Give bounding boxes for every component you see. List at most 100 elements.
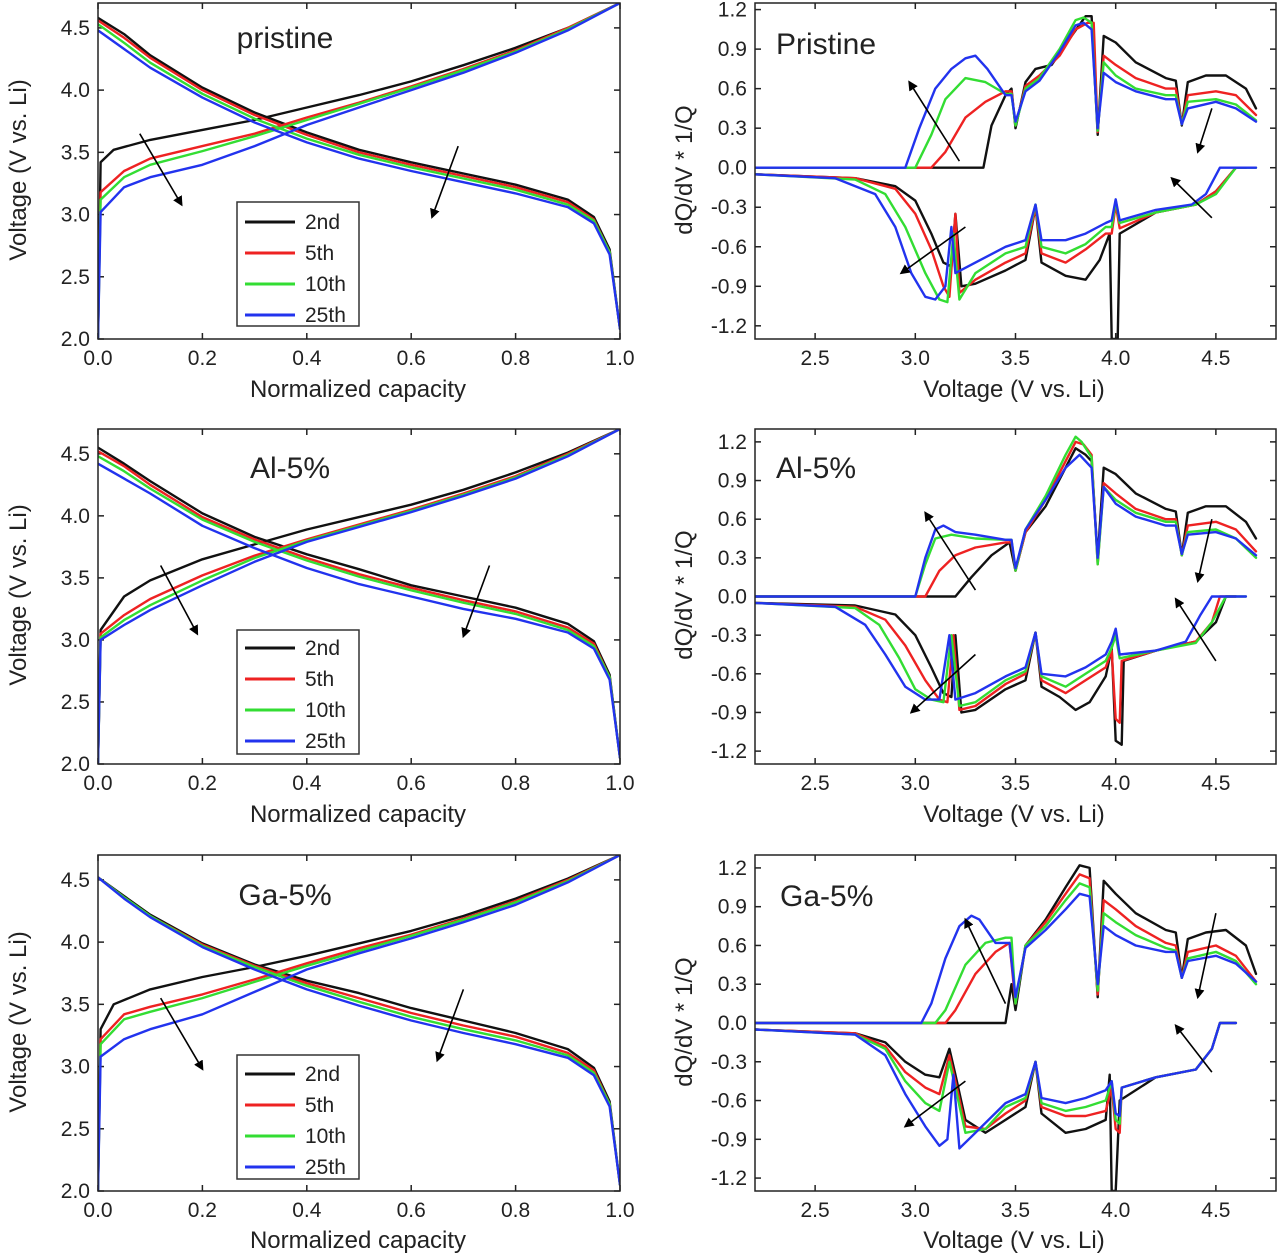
y-tick-label: 0.3 <box>718 117 747 140</box>
x-tick-label: 0.8 <box>501 772 530 795</box>
series-line-2nd-discharge <box>755 1021 1238 1191</box>
trend-arrow <box>899 226 966 275</box>
x-tick-label: 0.4 <box>292 1199 322 1222</box>
trend-arrows <box>159 989 465 1071</box>
y-tick-label: -0.6 <box>711 1090 747 1113</box>
x-tick-label: 0.2 <box>188 347 217 370</box>
x-tick-label: 0.6 <box>397 347 426 370</box>
y-tick-label: -0.9 <box>711 701 747 724</box>
x-tick-label: 4.0 <box>1101 772 1130 795</box>
y-tick-label: -1.2 <box>711 740 747 763</box>
y-tick-label: 3.5 <box>61 567 90 590</box>
series-line-10th-discharge <box>755 595 1248 708</box>
x-tick-label: 1.0 <box>605 1199 634 1222</box>
x-tick-label: 0.6 <box>397 772 426 795</box>
legend: 2nd 5th 10th 25th <box>236 1054 360 1180</box>
panel-title: Al-5% <box>776 452 856 485</box>
y-axis-label: Voltage (V vs. Li) <box>5 79 32 260</box>
series-line-25th-charge <box>755 21 1258 169</box>
series-line-25th-charge <box>98 855 620 1191</box>
series-line-25th-discharge <box>755 595 1248 701</box>
y-axis-label: Voltage (V vs. Li) <box>5 504 32 685</box>
series-lines <box>755 15 1258 339</box>
panel-title: Ga-5% <box>238 879 331 912</box>
plot-frame <box>754 854 1277 1192</box>
y-tick-label: 0.3 <box>718 547 747 570</box>
y-tick-label: 4.0 <box>61 505 90 528</box>
x-tick-label: 4.0 <box>1101 1199 1130 1222</box>
series-line-2nd-charge <box>98 3 620 339</box>
legend: 2nd 5th 10th 25th <box>236 201 360 327</box>
x-tick-label: 4.5 <box>1201 772 1230 795</box>
x-axis-label: Voltage (V vs. Li) <box>923 801 1104 828</box>
y-tick-label: -0.3 <box>711 624 747 647</box>
x-tick-label: 0.2 <box>188 1199 217 1222</box>
panel-title: pristine <box>237 22 334 55</box>
series-line-10th-discharge <box>98 23 620 331</box>
y-tick-label: 1.2 <box>718 857 747 880</box>
trend-arrows <box>909 511 1217 714</box>
axis-ticks: 0.0 0.2 0.4 0.6 0.8 1.0 2.0 2.5 3.0 3.5 4.0 4.5 <box>61 429 635 795</box>
legend-entry-5th: 5th <box>305 1094 334 1117</box>
series-line-5th-discharge <box>755 166 1248 298</box>
legend-entry-5th: 5th <box>305 668 334 691</box>
x-axis-label: Voltage (V vs. Li) <box>923 1227 1104 1254</box>
series-line-2nd-discharge <box>98 16 620 331</box>
trend-arrows <box>159 565 491 639</box>
series-line-25th-charge <box>755 453 1258 598</box>
plot-frame <box>754 2 1277 340</box>
y-tick-label: 4.5 <box>61 869 90 892</box>
y-tick-label: -1.2 <box>711 1167 747 1190</box>
trend-arrow <box>159 565 199 636</box>
x-tick-label: 0.8 <box>501 1199 530 1222</box>
trend-arrow <box>461 565 491 639</box>
trend-arrow <box>1194 912 1217 1000</box>
x-tick-label: 0.6 <box>397 1199 426 1222</box>
series-line-2nd-discharge <box>98 446 620 759</box>
x-tick-label: 0.8 <box>501 347 530 370</box>
y-axis-label: dQ/dV * 1/Q <box>671 105 698 234</box>
x-axis-label: Normalized capacity <box>250 376 466 403</box>
x-axis-label: Voltage (V vs. Li) <box>923 376 1104 403</box>
panel-al-dqdv: Al-5% Voltage (V vs. Li) dQ/dV * 1/Q 2.5… <box>671 428 1277 828</box>
series-line-25th-discharge <box>755 166 1258 301</box>
plot-frame <box>97 854 621 1192</box>
x-tick-label: 3.5 <box>1001 347 1030 370</box>
legend-entry-25th: 25th <box>305 1156 346 1179</box>
y-tick-label: 0.6 <box>718 934 747 957</box>
x-tick-label: 4.5 <box>1201 347 1230 370</box>
y-tick-label: 0.9 <box>718 38 747 61</box>
y-tick-label: 3.0 <box>61 204 90 227</box>
trend-arrow <box>1170 176 1213 219</box>
y-tick-label: 3.5 <box>61 993 90 1016</box>
series-lines <box>98 429 620 764</box>
y-tick-label: 2.5 <box>61 691 90 714</box>
axis-ticks: 2.5 3.0 3.5 4.0 4.5 -1.2 -0.9 -0.6 -0.3 0.0 0.3 0.6… <box>711 429 1276 795</box>
series-line-5th-discharge <box>98 450 620 759</box>
legend-entry-10th: 10th <box>305 1125 346 1148</box>
trend-arrow <box>1194 519 1213 583</box>
series-line-5th-charge <box>98 855 620 1191</box>
trend-arrows <box>899 80 1213 275</box>
legend-entry-10th: 10th <box>305 273 346 296</box>
y-tick-label: 2.0 <box>61 753 90 776</box>
trend-arrow <box>1174 1024 1213 1073</box>
panel-title: Ga-5% <box>780 880 873 913</box>
plot-frame <box>754 428 1277 765</box>
y-tick-label: 0.9 <box>718 896 747 919</box>
panel-ga-voltage: Ga-5% Normalized capacity Voltage (V vs.… <box>5 854 635 1254</box>
trend-arrow <box>1174 597 1217 662</box>
panel-ga-dqdv: Ga-5% Voltage (V vs. Li) dQ/dV * 1/Q 2.5… <box>671 854 1277 1254</box>
panel-pristine-dqdv: Pristine Voltage (V vs. Li) dQ/dV * 1/Q … <box>671 0 1277 403</box>
x-tick-label: 3.0 <box>901 347 930 370</box>
legend-entry-5th: 5th <box>305 242 334 265</box>
y-axis-label: dQ/dV * 1/Q <box>671 530 698 659</box>
y-tick-label: 4.0 <box>61 931 90 954</box>
series-line-2nd-charge <box>98 855 620 1191</box>
y-tick-label: -0.3 <box>711 196 747 219</box>
y-tick-label: 3.5 <box>61 141 90 164</box>
series-line-2nd-charge <box>98 429 620 764</box>
y-tick-label: 3.0 <box>61 1056 90 1079</box>
trend-arrow <box>964 917 1007 1004</box>
series-line-5th-discharge <box>755 595 1238 724</box>
